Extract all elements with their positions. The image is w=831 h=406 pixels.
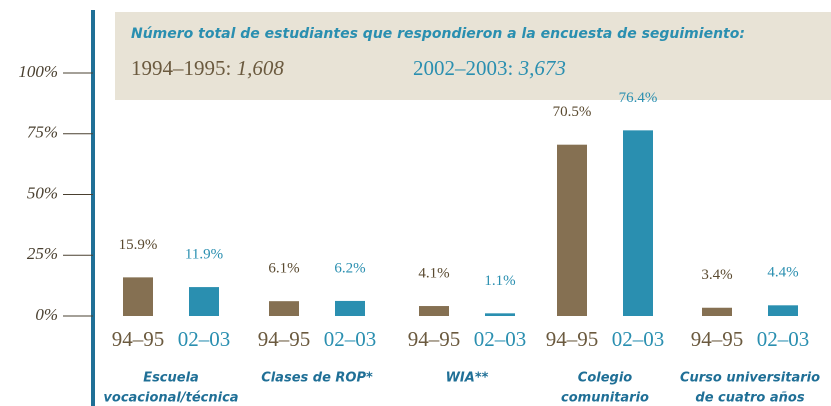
value-label: 6.2%: [334, 260, 365, 276]
y-tick-label: 100%: [18, 62, 58, 81]
series-label: 94–95: [691, 327, 744, 351]
bar: [123, 277, 153, 316]
series-label: 02–03: [757, 327, 810, 351]
bar: [269, 301, 299, 316]
series-label: 02–03: [474, 327, 527, 351]
series-label: 02–03: [178, 327, 231, 351]
annotation-label: 1994–1995:: [131, 56, 231, 80]
annotation-label: 2002–2003:: [413, 56, 513, 80]
bar: [485, 313, 515, 316]
annotation-label: 2002–2003: 3,673: [413, 56, 566, 80]
x-tick-label: comunitario: [561, 391, 649, 406]
x-tick-label: vocacional/técnica: [103, 391, 238, 406]
y-tick-label: 25%: [27, 244, 58, 263]
value-label: 70.5%: [553, 104, 592, 120]
annotation-value: 3,673: [518, 56, 566, 80]
annotation-label: 1994–1995: 1,608: [131, 56, 284, 80]
value-label: 3.4%: [701, 267, 732, 283]
x-tick-label: WIA**: [446, 371, 489, 386]
annotation-box: [115, 12, 831, 100]
bar: [623, 130, 653, 316]
x-tick-label: Colegio: [578, 371, 633, 386]
value-label: 4.4%: [767, 265, 798, 281]
bar: [557, 144, 587, 316]
x-tick-label: Escuela: [143, 371, 199, 386]
series-label: 02–03: [324, 327, 377, 351]
y-tick-label: 0%: [35, 305, 58, 324]
x-tick-label: Curso universitario: [680, 371, 820, 386]
bar: [419, 306, 449, 316]
value-label: 1.1%: [484, 273, 515, 289]
bar: [335, 300, 365, 316]
x-tick-label: Clases de ROP*: [261, 371, 373, 386]
value-label: 4.1%: [418, 265, 449, 281]
value-label: 76.4%: [619, 90, 658, 106]
value-label: 11.9%: [185, 247, 223, 263]
value-label: 15.9%: [119, 237, 158, 253]
bar: [189, 287, 219, 316]
annotation-value: 1,608: [237, 56, 285, 80]
series-label: 94–95: [258, 327, 311, 351]
y-tick-label: 50%: [27, 183, 58, 202]
series-label: 94–95: [112, 327, 165, 351]
y-tick-label: 75%: [27, 123, 58, 142]
annotation-title: Número total de estudiantes que respondi…: [131, 26, 745, 42]
series-label: 94–95: [546, 327, 599, 351]
bar: [702, 307, 732, 316]
value-label: 6.1%: [268, 261, 299, 277]
x-tick-label: de cuatro años: [695, 391, 804, 406]
series-label: 02–03: [612, 327, 665, 351]
series-label: 94–95: [408, 327, 461, 351]
bar: [768, 305, 798, 316]
